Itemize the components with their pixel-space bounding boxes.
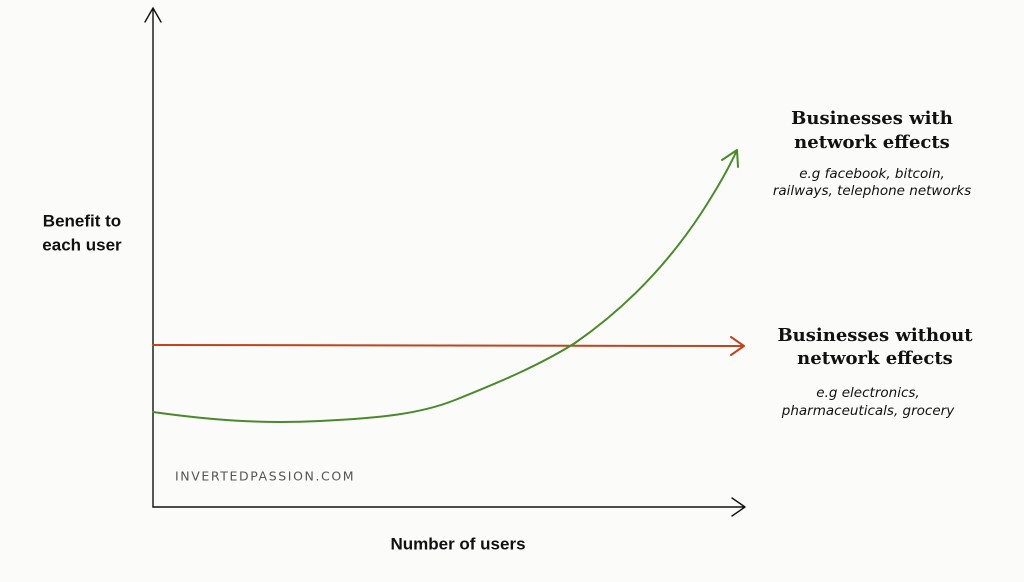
examples: e.g electronics, [816, 385, 919, 401]
y-axis [144, 7, 162, 508]
watermark: INVERTEDPASSION.COM [175, 469, 355, 484]
heading: network effects [794, 132, 950, 153]
network-curve [152, 149, 739, 423]
examples: railways, telephone networks [773, 183, 971, 199]
y-axis-label: Benefit to [43, 211, 121, 230]
y-axis-label: each user [42, 235, 122, 254]
heading: network effects [797, 348, 953, 369]
x-axis [152, 497, 746, 517]
heading: Businesses with [791, 108, 953, 129]
examples: pharmaceuticals, grocery [781, 403, 955, 419]
heading: Businesses without [777, 325, 973, 346]
examples: e.g facebook, bitcoin, [799, 166, 945, 182]
x-axis-label: Number of users [390, 534, 525, 553]
flat-line [152, 336, 745, 356]
